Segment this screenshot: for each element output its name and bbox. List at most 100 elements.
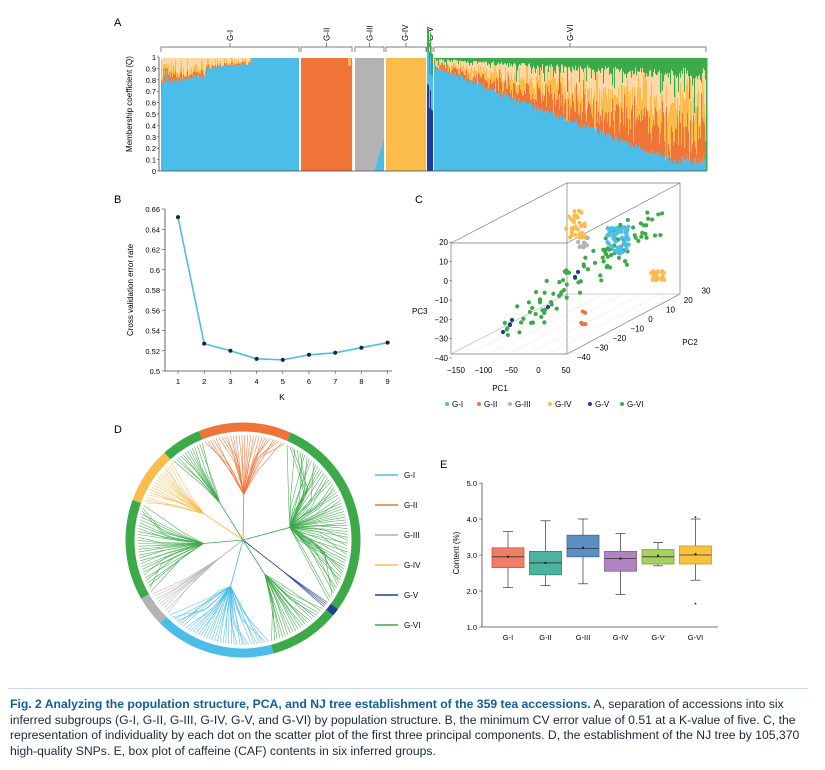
pca-point-g-vi [650, 217, 655, 222]
cv-error-point [280, 357, 285, 362]
pca-point-g-vi [564, 282, 569, 287]
a-ytick: 0 [152, 167, 156, 176]
tree-legend-label: G-II [404, 501, 417, 510]
pca-point-g-vi [533, 290, 539, 295]
pca-point-g-i [610, 227, 615, 232]
pc2-tick: −20 [613, 334, 627, 343]
cv-error-point [307, 352, 311, 357]
b-xtick: 6 [307, 377, 311, 386]
pca-point-g-vi [505, 332, 510, 338]
caption-title: Fig. 2 Analyzing the population structur… [10, 697, 591, 711]
e-xtick: G-IV [613, 633, 628, 642]
pca-point-g-i [612, 232, 618, 237]
pca-point-g-vi [504, 327, 509, 332]
pca-point-g-vi [603, 247, 608, 253]
a-ytick: 0.2 [146, 144, 156, 153]
tree-legend-label: G-IV [404, 561, 421, 570]
pca-point-g-iv [569, 230, 574, 235]
pc2-tick: 20 [684, 296, 693, 305]
b-ytick: 0.58 [145, 286, 160, 295]
pca-point-g-iv [659, 276, 664, 281]
b-xtick: 4 [255, 377, 259, 386]
a-ytick: 1 [152, 53, 156, 62]
pca-point-g-vi [539, 314, 544, 319]
pca-point-g-iii [585, 235, 590, 241]
legend-marker [620, 402, 624, 406]
pca-point-g-vi [631, 225, 636, 230]
pc3-tick: −40 [434, 354, 448, 363]
pca-point-g-vi [616, 255, 622, 260]
pca-point-g-vi [625, 217, 630, 223]
legend-label: G-V [595, 400, 610, 409]
pc2-tick: 10 [666, 306, 675, 315]
pca-point-g-vi [530, 305, 535, 311]
cv-error-point [359, 345, 364, 350]
b-ytick: 0.52 [145, 347, 160, 356]
pca-point-g-vi [658, 232, 663, 238]
a-group-label: G-III [366, 25, 375, 41]
panel-e-label: E [440, 459, 447, 471]
panel-c-label: C [415, 194, 423, 206]
pca-point-g-vi [644, 223, 649, 228]
pca-point-g-vi [659, 211, 665, 216]
pca-point-g-iv [564, 226, 569, 231]
pca-point-g-vi [540, 308, 545, 313]
pca-point-g-vi [533, 311, 538, 317]
e-xtick: G-V [651, 633, 664, 642]
a-group-label: G-IV [401, 24, 410, 41]
b-xtick: 2 [202, 377, 206, 386]
pc3-tick: −30 [434, 335, 448, 344]
a-ytick: 0.1 [146, 156, 156, 165]
legend-label: G-III [515, 400, 531, 409]
pc2-tick: 0 [648, 315, 653, 324]
figure-caption: Fig. 2 Analyzing the population structur… [10, 697, 810, 759]
legend-marker [548, 402, 552, 406]
pca-point-g-iii [584, 243, 590, 248]
b-ytick: 0.56 [145, 306, 160, 315]
b-xtick: 5 [281, 377, 285, 386]
box-g-iii [566, 534, 600, 558]
pc2-label: PC2 [682, 338, 698, 347]
pc3-tick: −20 [434, 315, 448, 324]
b-xtick: 1 [176, 377, 180, 386]
pca-point-g-v [509, 317, 515, 323]
legend-label: G-II [484, 400, 497, 409]
b-xtick: 3 [228, 377, 232, 386]
b-ytick: 0.6 [150, 266, 160, 275]
pca-point-g-vi [561, 287, 567, 293]
pca-point-g-vi [527, 309, 532, 315]
pc2-tick: 30 [702, 287, 711, 296]
pca-point-g-i [617, 248, 622, 253]
pca-point-g-vi [643, 231, 648, 236]
panel-d-legend: G-I G-II G-III G-IV G-V G-VI [375, 471, 421, 630]
b-xtick: 9 [386, 377, 390, 386]
pca-point-g-ii [580, 309, 585, 314]
legend-marker [588, 402, 592, 406]
pc2-tick: −40 [577, 353, 591, 362]
pca-point-g-i [612, 248, 617, 253]
a-group-label: G-V [426, 26, 435, 41]
pc1-tick: −150 [447, 366, 466, 375]
pca-point-g-vi [502, 320, 507, 325]
pca-point-g-i [605, 233, 610, 238]
pca-point-g-vi [601, 259, 606, 264]
legend-label: G-I [452, 400, 463, 409]
pc1-label: PC1 [492, 384, 508, 393]
pca-point-g-vi [639, 234, 644, 239]
pca-point-g-iv [582, 224, 587, 229]
pca-point-g-iv [577, 220, 582, 225]
pca-point-g-vi [519, 320, 524, 325]
pc1-tick: 50 [562, 366, 571, 375]
pca-point-g-vi [583, 255, 588, 260]
panel-b-label: B [114, 194, 121, 206]
e-ytick: 5.0 [467, 479, 477, 488]
pca-point-g-iv [578, 230, 583, 236]
e-xtick: G-II [539, 633, 552, 642]
pca-point-g-iv [568, 235, 573, 240]
pca-point-g-iv [566, 214, 572, 219]
pca-point-g-iv [578, 210, 583, 215]
pca-point-g-vi [585, 267, 591, 272]
pca-point-g-i [625, 234, 630, 240]
pca-point-g-iv [575, 227, 580, 232]
pca-point-g-vi [598, 273, 603, 278]
